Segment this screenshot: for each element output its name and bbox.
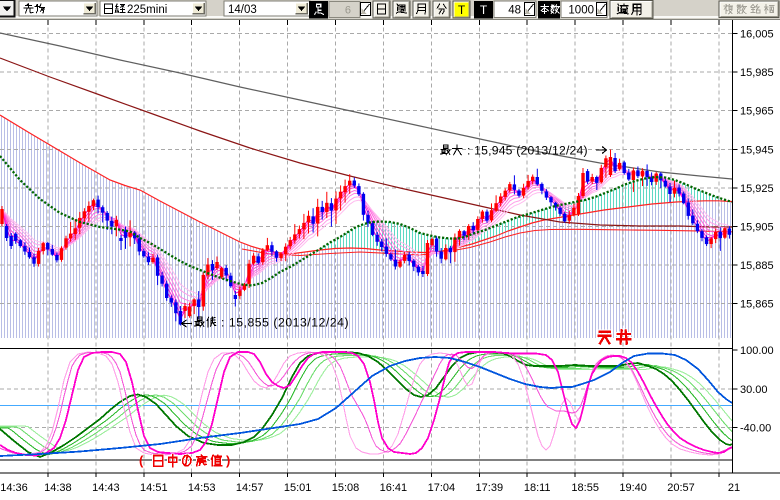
svg-text:: 15,855 (2013/12/24): : 15,855 (2013/12/24): [221, 316, 349, 330]
svg-text:15:01: 15:01: [284, 482, 312, 494]
svg-text:18:11: 18:11: [524, 482, 551, 494]
svg-text:T: T: [480, 3, 488, 17]
svg-text:15,925: 15,925: [740, 183, 774, 195]
svg-text:15,945: 15,945: [740, 144, 774, 156]
svg-text:19:40: 19:40: [619, 482, 647, 494]
svg-text:15,885: 15,885: [740, 260, 774, 272]
svg-text:48: 48: [508, 5, 521, 17]
svg-text:14:43: 14:43: [92, 482, 120, 494]
svg-text:14:36: 14:36: [0, 482, 28, 494]
svg-text:): ): [226, 453, 230, 468]
svg-text:T: T: [458, 3, 466, 17]
svg-text:6: 6: [345, 5, 351, 17]
svg-text:17:04: 17:04: [428, 482, 456, 494]
svg-text:14:51: 14:51: [140, 482, 168, 494]
svg-text:14:57: 14:57: [236, 482, 264, 494]
svg-text:17:39: 17:39: [476, 482, 504, 494]
svg-text:16,005: 16,005: [740, 29, 774, 41]
svg-text:100.00: 100.00: [740, 345, 774, 357]
svg-text:14:38: 14:38: [44, 482, 72, 494]
svg-text:1000: 1000: [568, 5, 594, 17]
svg-text:-40.00: -40.00: [740, 422, 771, 434]
svg-text:16:41: 16:41: [380, 482, 408, 494]
svg-text:: 15,945 (2013/12/24): : 15,945 (2013/12/24): [467, 144, 588, 158]
svg-text:15,985: 15,985: [740, 67, 774, 79]
svg-text:225mini: 225mini: [127, 4, 167, 16]
svg-text:15,965: 15,965: [740, 106, 774, 118]
svg-text:(: (: [139, 453, 144, 468]
svg-text:15,905: 15,905: [740, 222, 774, 234]
svg-text:30.00: 30.00: [740, 384, 768, 396]
svg-text:21: 21: [728, 482, 740, 494]
svg-text:14:53: 14:53: [188, 482, 216, 494]
svg-text:14/03: 14/03: [228, 4, 257, 16]
svg-text:15:08: 15:08: [332, 482, 360, 494]
svg-text:20:57: 20:57: [667, 482, 695, 494]
svg-text:18:55: 18:55: [571, 482, 599, 494]
svg-text:15,865: 15,865: [740, 299, 774, 311]
